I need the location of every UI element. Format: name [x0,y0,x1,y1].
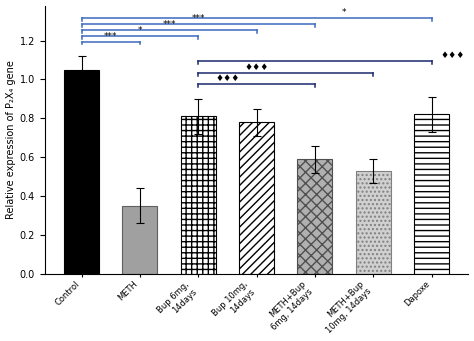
Bar [181,116,216,274]
Bar [64,70,99,274]
Y-axis label: Relative expression of P₂X₄ gene: Relative expression of P₂X₄ gene [6,60,16,219]
Bar [356,171,391,274]
Text: *: * [137,26,142,35]
Bar [239,122,274,274]
Text: ♦♦♦: ♦♦♦ [440,51,465,60]
Text: ♦♦♦: ♦♦♦ [245,63,269,72]
Text: ***: *** [162,20,176,29]
Bar [122,206,157,274]
Bar [297,159,332,274]
Bar [414,115,449,274]
Text: ***: *** [104,32,118,41]
Text: ♦♦♦: ♦♦♦ [215,74,239,83]
Text: ***: *** [191,14,205,23]
Text: *: * [342,8,346,17]
